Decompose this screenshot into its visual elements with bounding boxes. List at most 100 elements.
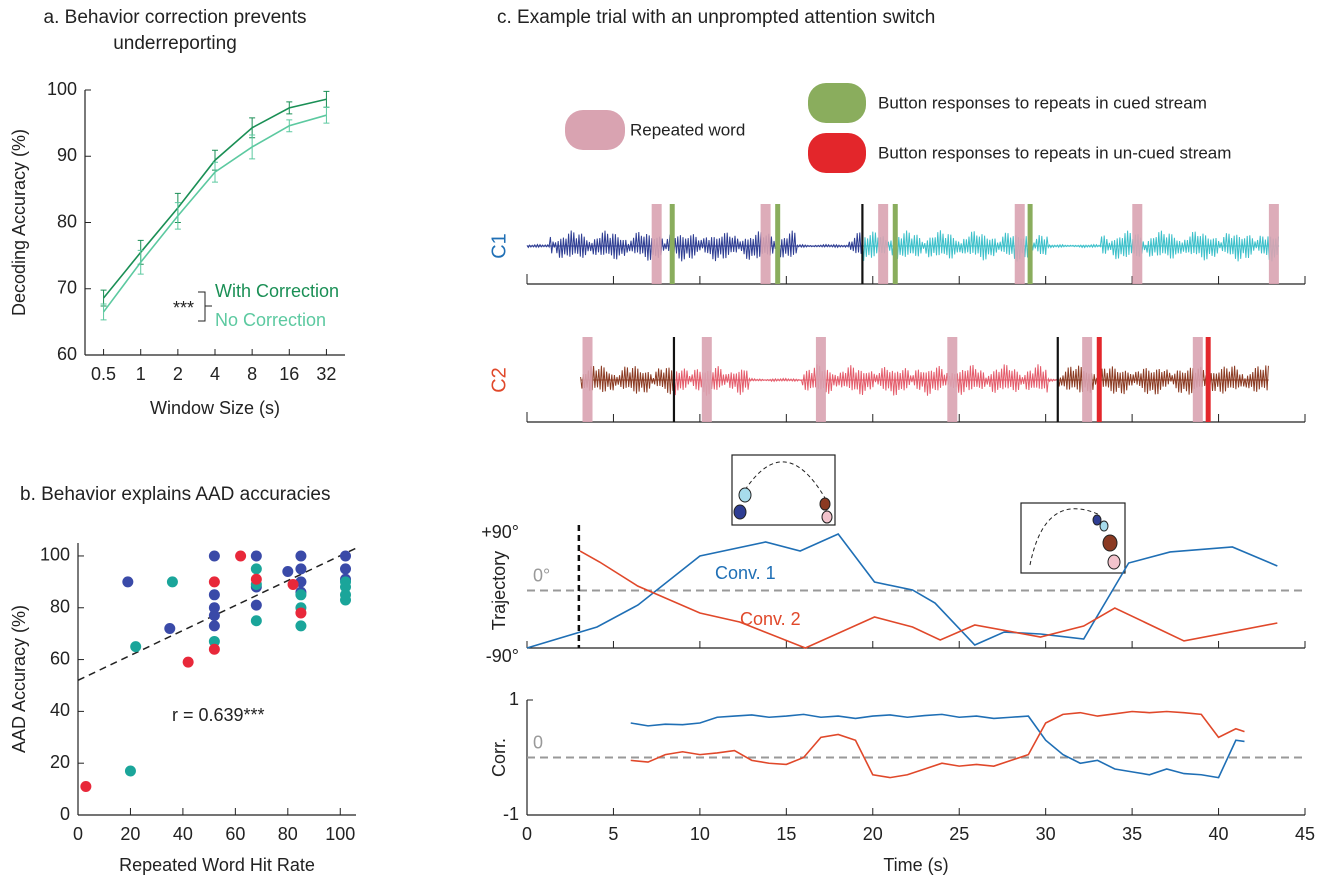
inset-arc — [1029, 508, 1101, 566]
legend-bracket — [198, 291, 212, 322]
repeated-word — [947, 337, 958, 422]
point — [295, 607, 307, 619]
inset-head — [1092, 514, 1102, 526]
x-tick-label: 100 — [325, 824, 355, 844]
legend-swatch — [808, 83, 866, 123]
point — [124, 765, 136, 777]
error-bar — [212, 161, 218, 183]
series-line — [630, 710, 1245, 779]
row-label: C2 — [488, 367, 510, 393]
repeated-word — [582, 337, 593, 422]
x-tick-label: 15 — [776, 824, 796, 844]
y-tick-label: +90° — [481, 522, 519, 542]
point — [287, 578, 299, 590]
x-tick-label: 20 — [863, 824, 883, 844]
y-tick-label: 20 — [50, 752, 70, 772]
button-response — [669, 204, 675, 284]
chart-title: b. Behavior explains AAD accuracies — [20, 484, 331, 505]
y-axis-label: Trajectory — [489, 551, 509, 630]
point — [295, 589, 307, 601]
repeated-word — [878, 204, 889, 284]
error-bar — [137, 249, 144, 275]
point — [340, 581, 352, 593]
x-tick-label: 32 — [316, 364, 336, 384]
button-response — [1096, 337, 1102, 422]
point — [340, 594, 352, 606]
series-label: Conv. 2 — [740, 609, 801, 629]
x-tick-label: 45 — [1295, 824, 1315, 844]
point — [208, 550, 220, 562]
x-tick-label: 20 — [120, 824, 140, 844]
point — [295, 620, 307, 632]
y-tick-label: 1 — [509, 689, 519, 709]
inset-head — [1102, 534, 1118, 552]
y-tick-label: 90 — [57, 145, 77, 165]
reference-label: 0° — [533, 565, 550, 585]
inset-head — [738, 487, 752, 503]
series-line — [630, 713, 1245, 779]
x-tick-label: 40 — [173, 824, 193, 844]
legend-label: Button responses to repeats in un-cued s… — [878, 143, 1231, 162]
x-tick-label: 80 — [278, 824, 298, 844]
y-tick-label: 80 — [50, 597, 70, 617]
x-tick-label: 60 — [225, 824, 245, 844]
series-line — [579, 550, 1278, 649]
point — [208, 576, 220, 588]
x-tick-label: 0.5 — [91, 364, 116, 384]
x-tick-label: 30 — [1036, 824, 1056, 844]
row-label: C1 — [488, 233, 510, 259]
point — [164, 622, 176, 634]
inset-head — [733, 504, 747, 520]
waveform-segment — [673, 364, 1058, 396]
x-tick-label: 25 — [949, 824, 969, 844]
x-tick-label: 5 — [608, 824, 618, 844]
point — [295, 550, 307, 562]
point — [250, 573, 262, 585]
y-tick-label: 40 — [50, 700, 70, 720]
point — [250, 550, 262, 562]
repeated-word — [815, 337, 826, 422]
error-bar — [286, 119, 293, 133]
point — [250, 563, 262, 575]
point — [340, 550, 352, 562]
point — [182, 656, 194, 668]
point — [166, 576, 178, 588]
point — [208, 643, 220, 655]
x-tick-label: 8 — [247, 364, 257, 384]
y-axis-label: Decoding Accuracy (%) — [9, 129, 29, 316]
x-axis-label: Repeated Word Hit Rate — [119, 855, 315, 875]
waveform-segment — [861, 230, 1279, 262]
x-tick-label: 40 — [1209, 824, 1229, 844]
series-label: Conv. 1 — [715, 563, 776, 583]
waveform-segment — [1057, 365, 1269, 395]
y-tick-label: 60 — [57, 344, 77, 364]
point — [282, 565, 294, 577]
inset-diagram — [731, 454, 836, 526]
annotation: *** — [173, 298, 194, 318]
legend-label: With Correction — [215, 281, 339, 301]
inset-head — [821, 510, 833, 524]
repeated-word — [760, 204, 771, 284]
inset-head — [1107, 554, 1121, 570]
waveform-segment — [580, 365, 674, 395]
x-tick-label: 2 — [173, 364, 183, 384]
point — [208, 589, 220, 601]
legend-label: Repeated word — [630, 120, 745, 139]
chart-title: a. Behavior correction prevents — [44, 7, 307, 28]
chart-title: underreporting — [113, 33, 237, 54]
series-line — [526, 533, 1278, 649]
waveform-segment — [526, 230, 863, 262]
x-tick-label: 0 — [73, 824, 83, 844]
reference-label: 0 — [533, 732, 543, 752]
error-bar — [100, 303, 107, 321]
trend-line — [77, 547, 357, 681]
y-tick-label: 80 — [57, 211, 77, 231]
x-axis-label: Time (s) — [883, 855, 948, 875]
x-tick-label: 4 — [210, 364, 220, 384]
y-tick-label: 0 — [60, 804, 70, 824]
point — [340, 563, 352, 575]
annotation: r = 0.639*** — [172, 705, 265, 725]
chart-title: c. Example trial with an unprompted atte… — [497, 7, 935, 28]
legend-swatch — [808, 133, 866, 173]
